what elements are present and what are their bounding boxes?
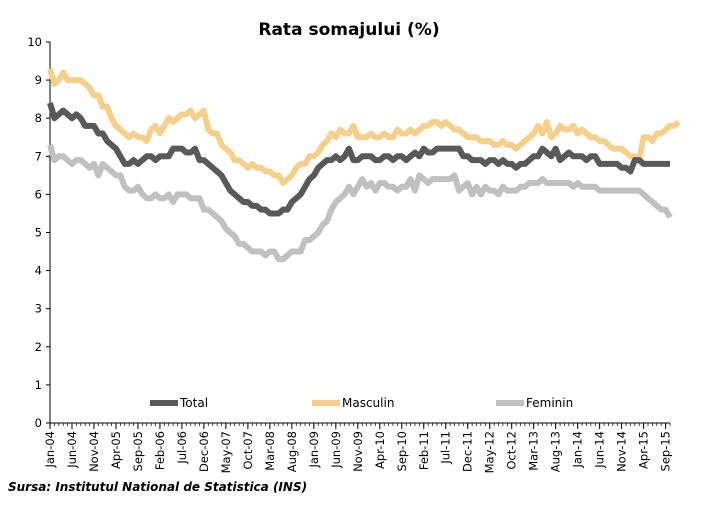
y-tick-label: 2: [35, 340, 42, 354]
series-line-total: [47, 102, 670, 217]
y-tick-label: 8: [35, 111, 42, 125]
x-tick-label: Apr-05: [109, 431, 123, 469]
y-tick-label: 0: [35, 416, 42, 430]
y-tick-label: 5: [35, 226, 42, 240]
x-tick-label: Mar-08: [263, 431, 277, 471]
x-tick-label: Jan-14: [571, 431, 585, 469]
x-tick-label: Mar-13: [527, 431, 541, 471]
x-tick-label: May-12: [483, 431, 497, 473]
x-tick-label: Apr-10: [373, 431, 387, 469]
legend-label-masculin: Masculin: [342, 396, 394, 410]
series-line-feminin: [47, 144, 673, 263]
x-tick-label: Feb-06: [153, 431, 167, 470]
x-tick-label: Jan-04: [43, 431, 57, 469]
chart-title: Rata somajului (%): [258, 20, 439, 40]
y-tick-label: 4: [35, 264, 42, 278]
legend: Total Masculin Feminin: [150, 396, 573, 410]
series-line-masculin: [47, 67, 681, 186]
x-tick-label: Apr-15: [637, 431, 651, 469]
x-tick-label: Nov-09: [351, 431, 365, 472]
x-axis: Jan-04 Jun-04 Nov-04 Apr-05 Sep-05 Feb-06 Jul-…: [43, 422, 673, 473]
y-tick-label: 1: [35, 378, 42, 392]
x-tick-label: Sep-05: [131, 431, 145, 471]
x-tick-label: Jul-06: [175, 431, 189, 465]
y-tick-label: 10: [27, 35, 42, 49]
x-tick-label: Feb-11: [417, 431, 431, 470]
x-tick-label: May-07: [219, 431, 233, 473]
x-tick-label: Nov-14: [615, 431, 629, 472]
x-tick-label: Jan-09: [307, 431, 321, 469]
x-tick-label: Jun-04: [65, 431, 79, 469]
x-tick-label: Sep-10: [395, 431, 409, 471]
x-tick-label: Oct-07: [241, 431, 255, 470]
y-axis: 0 1 2 3 4 5 6 7 8 9 10: [27, 35, 51, 430]
x-tick-label: Jun-14: [593, 431, 607, 469]
series-lines: [47, 67, 681, 263]
y-tick-label: 9: [35, 73, 42, 87]
source-note: Sursa: Institutul National de Statistica…: [8, 480, 308, 494]
x-tick-label: Dec-11: [461, 431, 475, 472]
y-tick-label: 7: [35, 149, 42, 163]
x-tick-label: Jul-11: [439, 431, 453, 465]
y-tick-label: 3: [35, 302, 42, 316]
y-tick-label: 6: [35, 187, 42, 201]
x-tick-label: Sep-15: [659, 431, 673, 471]
x-tick-label: Nov-04: [87, 431, 101, 472]
legend-label-feminin: Feminin: [526, 396, 573, 410]
x-tick-label: Aug-08: [285, 431, 299, 472]
x-tick-label: Aug-13: [549, 431, 563, 472]
x-tick-label: Dec-06: [197, 431, 211, 472]
x-tick-label: Oct-12: [505, 431, 519, 470]
x-tick-label: Jun-09: [329, 431, 343, 469]
legend-label-total: Total: [179, 396, 208, 410]
